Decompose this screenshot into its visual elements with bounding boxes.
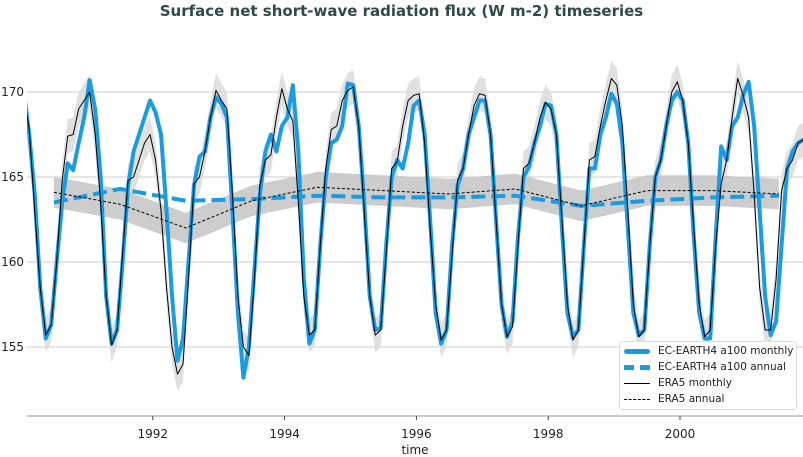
y-tick-label: 165 — [1, 170, 24, 184]
legend-item: ERA5 annual — [624, 391, 796, 407]
chart-title: Surface net short-wave radiation flux (W… — [159, 2, 644, 20]
x-tick-label: 1996 — [401, 427, 432, 441]
x-tick-label: 1994 — [269, 427, 300, 441]
y-tick-label: 160 — [1, 255, 24, 269]
x-tick-label: 2000 — [665, 427, 696, 441]
y-tick-label: 170 — [1, 85, 24, 99]
series-line-ec-earth4-a100-monthly — [27, 78, 803, 380]
legend-swatch — [624, 398, 650, 400]
series-line-era5-monthly — [27, 77, 803, 375]
legend-swatch — [624, 364, 650, 370]
legend-label: ERA5 monthly — [658, 377, 732, 389]
legend-label: EC-EARTH4 a100 annual — [658, 361, 786, 373]
legend-item: ERA5 monthly — [624, 375, 796, 391]
legend-label: EC-EARTH4 a100 monthly — [658, 345, 794, 357]
legend-label: ERA5 annual — [658, 393, 725, 405]
x-axis-label: time — [401, 443, 428, 457]
legend-item: EC-EARTH4 a100 annual — [624, 359, 796, 375]
legend-swatch — [624, 348, 650, 354]
series-line-era5-annual — [53, 186, 779, 229]
x-tick-label: 1998 — [533, 427, 564, 441]
legend-swatch — [624, 382, 650, 384]
x-tick-label: 1992 — [138, 427, 169, 441]
legend: EC-EARTH4 a100 monthly EC-EARTH4 a100 an… — [619, 341, 797, 410]
series-line-ec-earth4-a100-annual — [53, 186, 779, 208]
legend-item: EC-EARTH4 a100 monthly — [624, 343, 796, 359]
y-tick-label: 155 — [1, 340, 24, 354]
uncertainty-band — [53, 171, 779, 244]
